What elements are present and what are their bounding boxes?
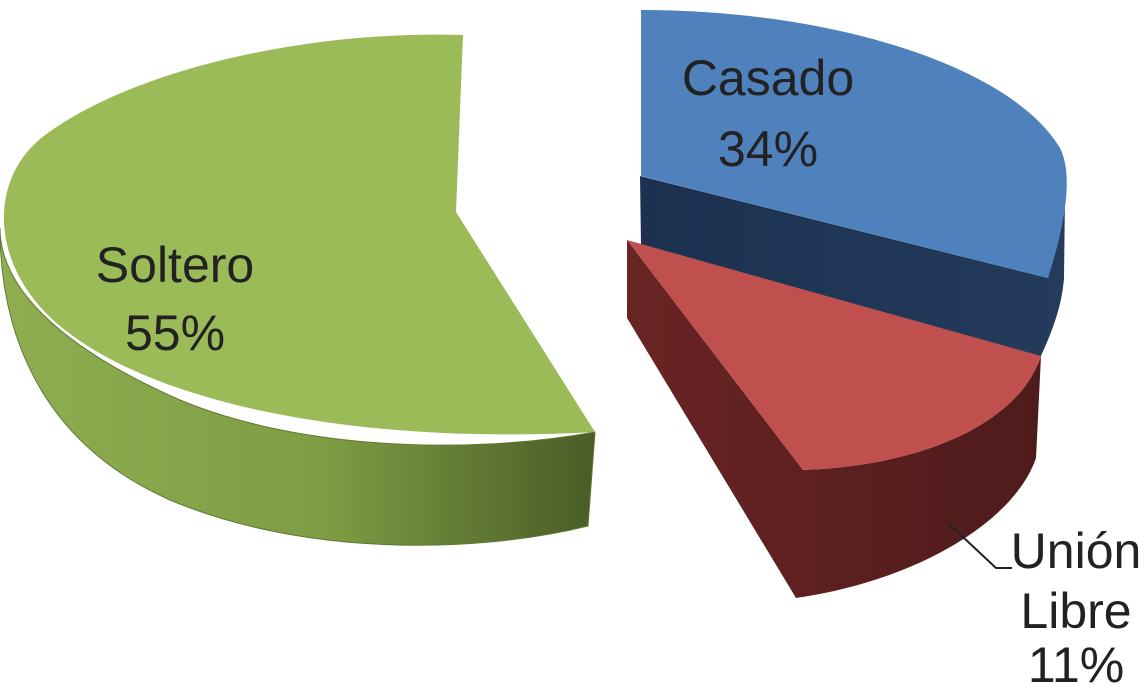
label-casado: Casado 34% (682, 50, 854, 177)
label-casado-name: Casado (682, 50, 854, 106)
soltero-slice-top (3, 34, 595, 435)
label-casado-percent: 34% (718, 121, 818, 177)
label-soltero-percent: 55% (125, 305, 225, 361)
casado-slice-side (640, 176, 1065, 358)
union-libre-leader-line (947, 522, 1012, 569)
label-union-libre: Unión Libre 11% (1011, 523, 1142, 687)
label-union-libre-percent: 11% (1028, 637, 1124, 687)
label-union-libre-name-line2: Libre (1020, 583, 1131, 639)
pie-slice-casado (640, 10, 1067, 358)
label-soltero-name: Soltero (96, 237, 254, 293)
label-union-libre-name-line1: Unión (1011, 523, 1142, 579)
pie-slice-union-libre (627, 240, 1041, 598)
label-soltero: Soltero 55% (96, 237, 254, 361)
union-libre-slice-top (627, 240, 1041, 470)
pie-slice-soltero (0, 34, 596, 546)
soltero-slice-side (0, 227, 596, 546)
casado-slice-top (641, 10, 1067, 278)
union-libre-slice-side (627, 240, 1041, 598)
